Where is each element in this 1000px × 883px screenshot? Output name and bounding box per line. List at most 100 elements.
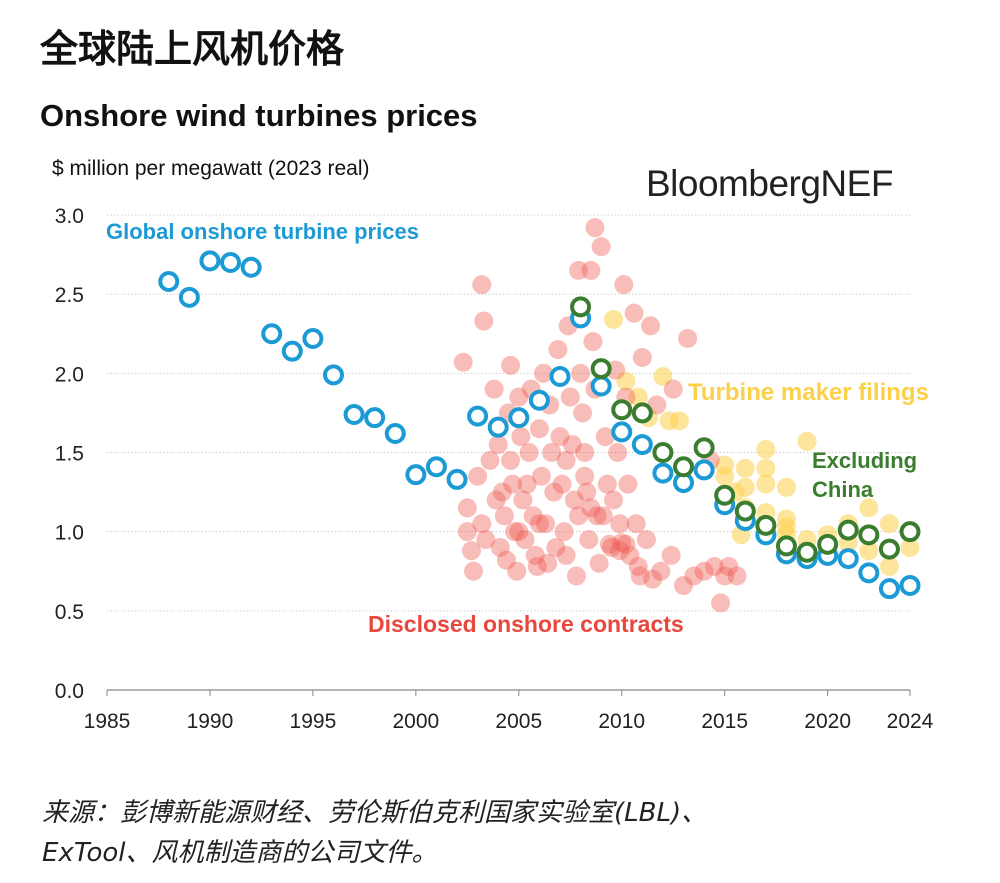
global-point (364, 407, 386, 429)
contracts-point (694, 561, 714, 581)
contracts-point (575, 466, 595, 486)
contracts-point (501, 355, 521, 375)
global-point (631, 434, 653, 456)
x-tick-label: 1995 (290, 710, 337, 733)
contracts-point (643, 569, 663, 589)
global-point (693, 459, 715, 481)
contracts-point (636, 530, 656, 550)
contracts-point (585, 218, 605, 238)
contracts-point (628, 557, 648, 576)
contracts-point (472, 275, 492, 295)
x-tick-label: 2000 (392, 710, 439, 733)
excl_china-point (734, 500, 756, 522)
excl_china-point (570, 296, 592, 318)
contracts-point (463, 561, 483, 581)
contracts-point (573, 403, 593, 423)
contracts-point (496, 550, 516, 570)
contracts-point (583, 332, 603, 352)
y-tick-label: 3.0 (55, 205, 84, 228)
contracts-point (529, 419, 549, 439)
contracts-point (661, 545, 681, 565)
global-point (178, 286, 200, 308)
y-tick-label: 1.0 (55, 522, 84, 545)
contracts-point (618, 474, 638, 494)
global-point (281, 340, 303, 362)
contracts-point (505, 522, 525, 542)
filings-point (756, 458, 776, 478)
contracts-point (571, 363, 591, 383)
contracts-point (494, 506, 514, 526)
contracts-point (651, 561, 671, 581)
filings-point (735, 477, 755, 497)
contracts-point (624, 303, 644, 323)
x-tick-label: 1985 (84, 710, 131, 733)
y-tick-label: 0.5 (55, 601, 84, 624)
global-point (508, 407, 530, 429)
annotation-contracts: Disclosed onshore contracts (368, 611, 684, 637)
contracts-point (727, 566, 747, 586)
contracts-point (538, 553, 558, 573)
contracts-point (519, 443, 539, 462)
contracts-point (468, 466, 488, 486)
global-point (261, 323, 283, 345)
global-point (446, 468, 468, 490)
excl_china-point (878, 538, 900, 560)
contracts-point (507, 561, 527, 581)
filings-point (628, 387, 648, 407)
excl_china-point (693, 437, 715, 459)
global-point (302, 328, 324, 349)
contracts-point (610, 541, 630, 561)
excl_china-point (631, 402, 653, 424)
global-point (467, 405, 489, 427)
contracts-point (599, 534, 619, 554)
contracts-point (550, 427, 570, 447)
filings-point (879, 557, 899, 576)
contracts-point (562, 435, 582, 455)
chart-title: Onshore wind turbines prices (40, 98, 478, 133)
x-tick-label: 2005 (495, 710, 542, 733)
contracts-point (503, 474, 523, 494)
filings-point (756, 474, 776, 494)
x-tick-label: 1990 (187, 710, 234, 733)
contracts-point (711, 593, 731, 613)
filings-point (900, 538, 920, 557)
contracts-point (593, 506, 613, 526)
contracts-point (620, 545, 640, 565)
global-point (384, 423, 406, 444)
contracts-point (552, 474, 572, 494)
contracts-point (564, 490, 584, 510)
contracts-point (560, 387, 580, 407)
contracts-point (531, 466, 551, 486)
contracts-point (484, 379, 504, 399)
contracts-point (501, 450, 521, 470)
contracts-point (579, 530, 599, 550)
excl_china-point (775, 535, 797, 557)
contracts-point (587, 506, 607, 526)
excl_china-point (590, 358, 612, 380)
filings-point (859, 498, 879, 518)
annotation-filings: Turbine maker filings (688, 379, 929, 406)
excl_china-point (673, 456, 695, 478)
x-tick-label: 2020 (804, 710, 851, 733)
contracts-point (704, 557, 724, 576)
filings-point (879, 514, 899, 534)
contracts-point (529, 514, 549, 534)
annotation-excluding: Excluding (812, 448, 917, 473)
contracts-point (534, 363, 554, 383)
contracts-point (581, 260, 601, 280)
contracts-point (591, 237, 611, 257)
x-tick-label: 2015 (701, 710, 748, 733)
contracts-point (719, 557, 739, 576)
contracts-point (457, 522, 477, 542)
global-point (652, 462, 674, 484)
filings-point (616, 371, 636, 391)
contracts-point (523, 506, 543, 526)
contracts-point (476, 530, 496, 550)
contracts-point (569, 506, 589, 526)
excl_china-point (858, 524, 880, 546)
global-point (590, 375, 612, 397)
excl_china-point (714, 484, 736, 506)
global-point (220, 252, 242, 273)
filings-point (859, 541, 879, 561)
